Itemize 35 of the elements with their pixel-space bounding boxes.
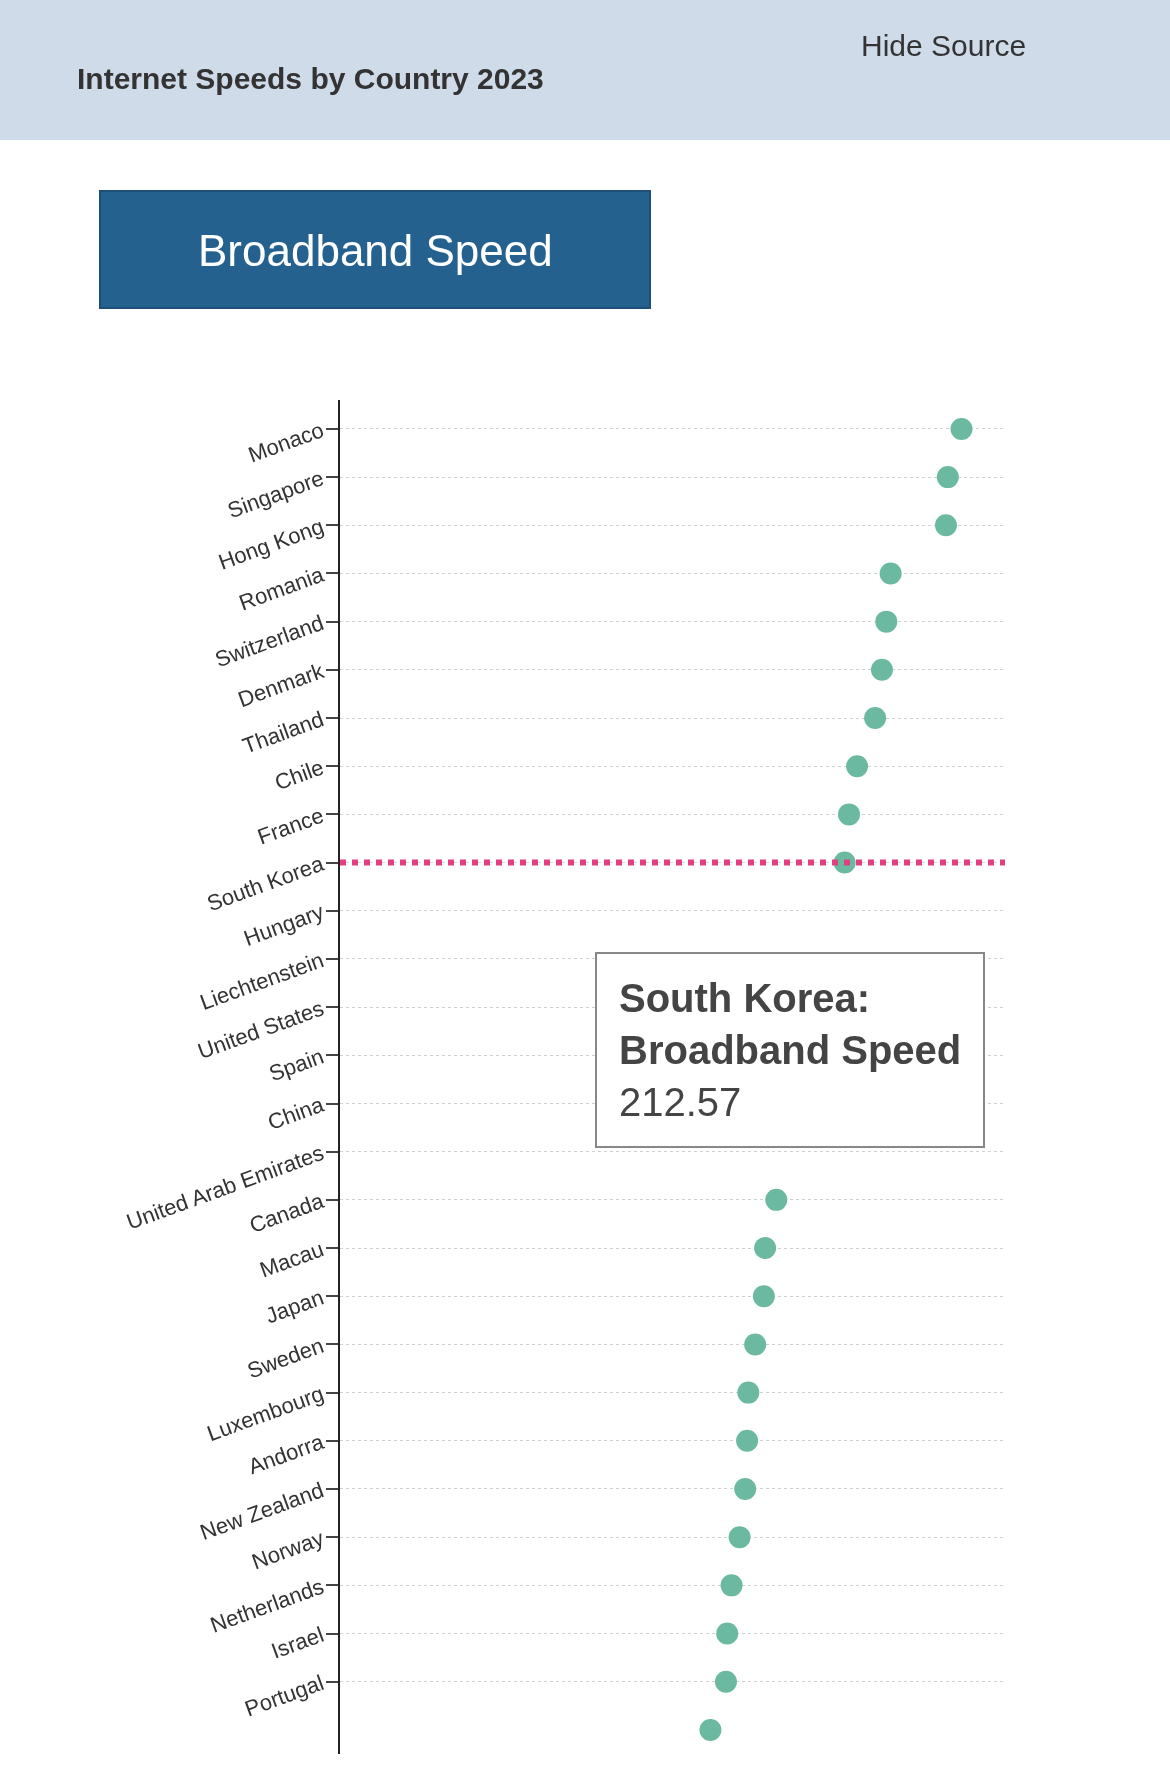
point bbox=[752, 1285, 775, 1308]
point bbox=[875, 610, 898, 633]
point bbox=[950, 417, 973, 440]
y-tick-label: Chile bbox=[271, 754, 328, 796]
point bbox=[765, 1188, 788, 1211]
y-tick-label: Japan bbox=[262, 1284, 328, 1329]
point bbox=[736, 1429, 759, 1452]
point bbox=[716, 1622, 739, 1645]
y-tick-label: France bbox=[254, 802, 328, 850]
point bbox=[936, 466, 959, 489]
point bbox=[720, 1574, 743, 1597]
y-tick-label: Canada bbox=[246, 1187, 328, 1238]
point bbox=[744, 1333, 767, 1356]
y-tick-label: Norway bbox=[248, 1525, 328, 1575]
point bbox=[728, 1526, 751, 1549]
point bbox=[714, 1670, 737, 1693]
annotation: South Korea: Broadband Speed 212.57 bbox=[619, 976, 962, 1124]
chart-subtitle: Broadband Speed bbox=[198, 226, 553, 275]
point bbox=[754, 1237, 777, 1260]
point bbox=[870, 658, 893, 681]
point bbox=[864, 707, 887, 730]
chart-title: Internet Speeds by Country 2023 bbox=[77, 62, 544, 95]
point bbox=[737, 1381, 760, 1404]
y-tick-label: China bbox=[264, 1091, 328, 1135]
y-tick-label: Spain bbox=[265, 1043, 328, 1087]
point bbox=[846, 755, 869, 778]
text: Hide Source bbox=[861, 29, 1027, 62]
y-tick-label: Sweden bbox=[243, 1332, 328, 1384]
point bbox=[734, 1477, 757, 1500]
point bbox=[699, 1718, 722, 1741]
y-tick-label: Macau bbox=[256, 1236, 328, 1283]
y-tick-label: Monaco bbox=[244, 417, 328, 468]
point bbox=[879, 562, 902, 585]
point bbox=[838, 803, 860, 826]
point bbox=[934, 514, 957, 537]
